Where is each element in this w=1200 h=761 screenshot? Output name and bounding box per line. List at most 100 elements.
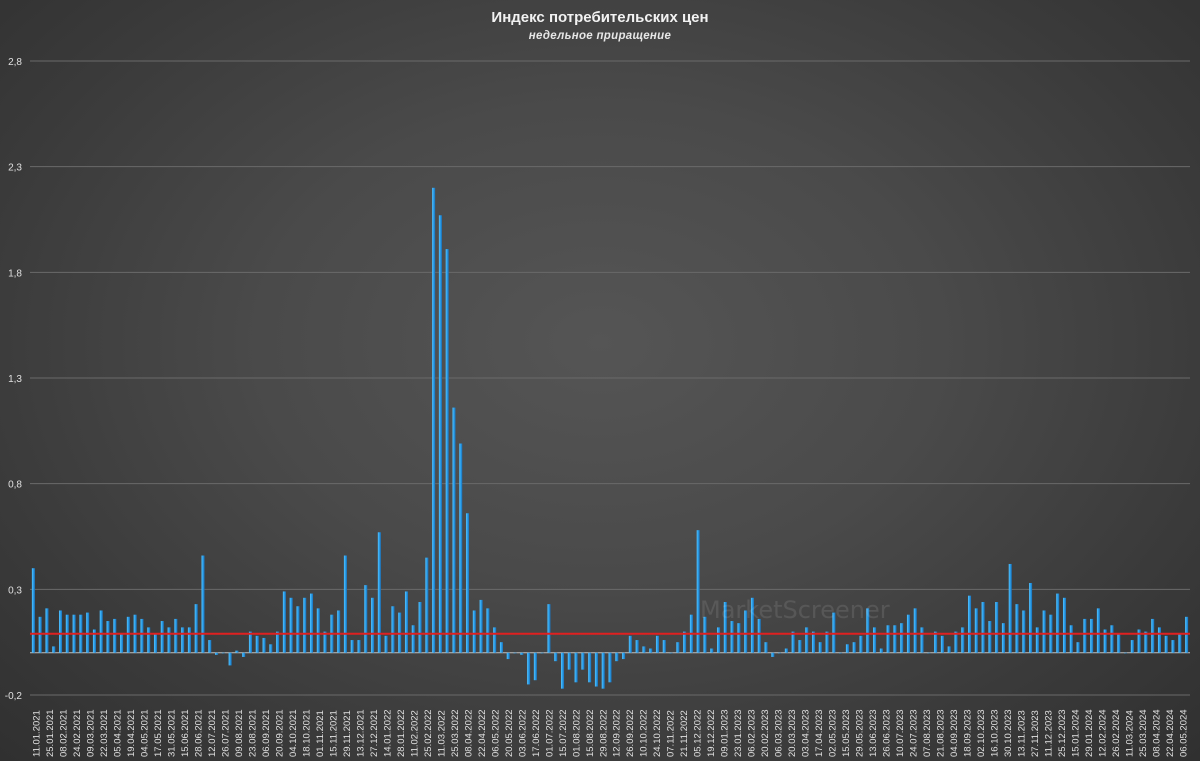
bar	[771, 652, 775, 657]
bar	[778, 652, 782, 654]
x-tick-label: 13.12.2021	[355, 709, 366, 757]
watermark: MarketScreener	[700, 596, 890, 624]
x-tick-label: 11.01.2021	[32, 710, 43, 757]
bar	[974, 608, 978, 653]
y-tick-label: 1,8	[8, 268, 22, 279]
bar	[696, 530, 700, 653]
bar	[574, 652, 578, 683]
bar	[411, 625, 415, 653]
x-tick-label: 26.06.2023	[882, 709, 893, 757]
bar	[1164, 635, 1168, 653]
bar	[228, 652, 232, 666]
bar	[432, 187, 436, 653]
x-tick-label: 07.08.2023	[922, 709, 933, 757]
bar	[452, 407, 456, 653]
bar	[1110, 625, 1114, 653]
bar	[38, 616, 42, 653]
x-tick-label: 03.04.2023	[801, 709, 812, 757]
bar	[845, 644, 849, 653]
x-tick-label: 17.04.2023	[814, 709, 825, 757]
bar	[499, 642, 503, 653]
bar	[1090, 618, 1094, 653]
x-tick-label: 29.11.2021	[342, 710, 353, 757]
bar	[717, 627, 721, 653]
bar	[86, 612, 90, 653]
x-tick-label: 11.12.2023	[1043, 710, 1054, 757]
x-tick-label: 17.06.2022	[531, 709, 542, 757]
x-tick-label: 31.05.2021	[167, 709, 178, 757]
x-tick-label: 25.02.2022	[423, 709, 434, 757]
bar	[113, 618, 117, 653]
bar	[900, 623, 904, 653]
bar	[791, 631, 795, 653]
x-tick-label: 15.05.2023	[841, 709, 852, 757]
bar	[303, 597, 307, 653]
x-tick-label: 01.08.2022	[571, 709, 582, 757]
x-tick-label: 06.09.2021	[261, 709, 272, 757]
bar	[1035, 627, 1039, 653]
x-tick-label: 25.03.2024	[1138, 709, 1149, 757]
x-tick-label: 14.01.2022	[382, 709, 393, 757]
x-tick-label: 20.02.2023	[760, 709, 771, 757]
x-tick-label: 19.12.2022	[706, 709, 717, 757]
bar	[153, 633, 158, 653]
x-tick-label: 12.02.2024	[1097, 709, 1108, 757]
bar	[859, 635, 863, 653]
bar	[581, 652, 585, 670]
bar	[99, 610, 103, 653]
bar	[506, 652, 510, 660]
bar	[309, 593, 314, 653]
x-tick-label: 15.07.2022	[558, 709, 569, 757]
x-tick-label: 16.10.2023	[989, 709, 1000, 757]
bar	[479, 599, 483, 653]
x-tick-label: 12.07.2021	[207, 709, 218, 757]
bar	[276, 631, 280, 653]
bar	[235, 650, 239, 653]
bar	[438, 215, 442, 653]
bar	[31, 568, 35, 653]
bar	[140, 618, 144, 653]
bar	[730, 621, 734, 653]
bar	[201, 555, 205, 653]
x-tick-label: 01.07.2022	[544, 709, 555, 757]
bar	[662, 640, 666, 653]
bar	[296, 606, 300, 653]
x-tick-label: 24.10.2022	[652, 709, 663, 757]
x-tick-label: 26.09.2022	[625, 709, 636, 757]
bar	[255, 635, 259, 653]
bar	[540, 652, 544, 654]
bar	[106, 621, 110, 653]
bar	[798, 640, 802, 653]
bar	[147, 627, 151, 653]
bar	[391, 606, 395, 653]
bar	[472, 610, 476, 653]
bar	[59, 610, 63, 653]
x-tick-label: 10.10.2022	[639, 709, 650, 757]
bar	[221, 652, 225, 654]
bar	[988, 621, 992, 653]
bar	[262, 637, 266, 653]
bar	[913, 608, 917, 653]
bar	[1029, 582, 1033, 653]
bar	[242, 652, 246, 657]
x-tick-label: 05.12.2022	[693, 709, 704, 757]
bar	[493, 627, 497, 653]
x-tick-label: 11.02.2022	[409, 710, 420, 757]
bar	[52, 646, 56, 653]
bar	[398, 612, 402, 653]
bar	[357, 640, 361, 653]
bar	[445, 249, 449, 653]
x-tick-label: 27.11.2023	[1030, 710, 1041, 757]
x-tick-label: 18.10.2021	[302, 709, 313, 757]
x-tick-label: 23.01.2023	[733, 709, 744, 757]
x-tick-label: 06.02.2023	[747, 709, 758, 757]
bar	[316, 608, 320, 653]
bar	[1178, 633, 1182, 653]
x-tick-label: 04.05.2021	[140, 709, 151, 757]
bar	[1096, 608, 1100, 653]
bar	[1056, 593, 1060, 653]
bar	[126, 616, 130, 653]
x-tick-label: 01.11.2021	[315, 710, 326, 757]
bar	[533, 652, 537, 681]
bar	[723, 602, 727, 653]
